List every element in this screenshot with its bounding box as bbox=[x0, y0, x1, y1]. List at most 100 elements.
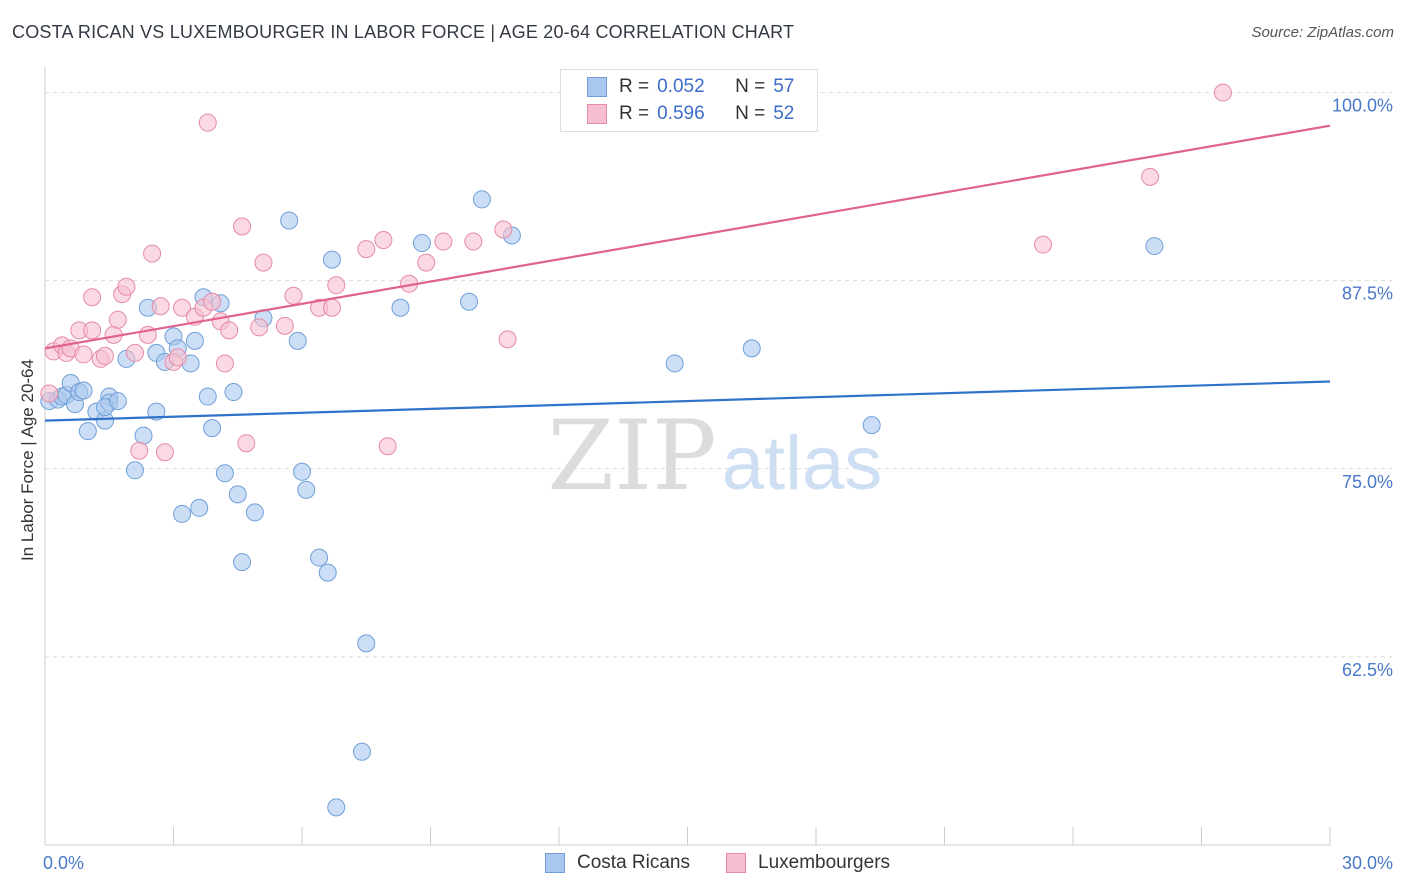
point-costa-ricans bbox=[742, 339, 761, 358]
point-costa-ricans bbox=[245, 503, 264, 522]
point-luxembourgers bbox=[151, 297, 170, 316]
point-costa-ricans bbox=[460, 292, 479, 311]
point-luxembourgers bbox=[215, 354, 234, 373]
point-costa-ricans bbox=[318, 563, 337, 582]
point-costa-ricans bbox=[108, 392, 127, 411]
y-tick-label: 75.0% bbox=[1342, 472, 1393, 492]
legend-row-luxembourgers: R = 0.596 N = 52 bbox=[587, 102, 794, 126]
y-axis-label: In Labor Force | Age 20-64 bbox=[18, 359, 37, 561]
y-tick-label: 100.0% bbox=[1332, 96, 1393, 116]
legend-row-costa-ricans: R = 0.052 N = 57 bbox=[587, 75, 794, 99]
point-luxembourgers bbox=[168, 348, 187, 367]
legend-r-label: R = bbox=[619, 103, 650, 124]
point-luxembourgers bbox=[143, 244, 162, 263]
point-costa-ricans bbox=[224, 383, 243, 402]
point-luxembourgers bbox=[83, 288, 102, 307]
point-costa-ricans bbox=[78, 422, 97, 441]
legend-n-value: 57 bbox=[773, 76, 795, 97]
series-costa-ricans bbox=[40, 190, 1164, 817]
point-luxembourgers bbox=[130, 441, 149, 460]
point-costa-ricans bbox=[391, 298, 410, 317]
point-costa-ricans bbox=[310, 548, 329, 567]
point-luxembourgers bbox=[74, 345, 93, 364]
point-luxembourgers bbox=[108, 310, 127, 329]
legend-swatch-blue bbox=[545, 853, 565, 873]
trend-line-luxembourgers bbox=[44, 124, 1331, 350]
point-luxembourgers bbox=[203, 292, 222, 311]
legend-r-value: 0.596 bbox=[657, 103, 705, 124]
tick-labels: 62.5% 75.0% 87.5% 100.0% 0.0% 30.0% bbox=[43, 96, 1393, 873]
legend-n-label: N = bbox=[735, 76, 766, 97]
point-luxembourgers bbox=[117, 277, 136, 296]
y-tick-label: 62.5% bbox=[1342, 660, 1393, 680]
point-costa-ricans bbox=[228, 485, 247, 504]
legend: R = 0.052 N = 57 R = 0.596 N = 52 bbox=[560, 69, 818, 132]
point-luxembourgers bbox=[1034, 235, 1053, 254]
watermark-atlas: atlas bbox=[722, 421, 883, 506]
point-costa-ricans bbox=[134, 426, 153, 445]
point-luxembourgers bbox=[1141, 167, 1160, 186]
y-tick-label: 87.5% bbox=[1342, 284, 1393, 304]
point-costa-ricans bbox=[412, 234, 431, 253]
x-tick-label: 30.0% bbox=[1342, 853, 1393, 873]
chart-title: COSTA RICAN VS LUXEMBOURGER IN LABOR FOR… bbox=[12, 22, 795, 42]
gridlines bbox=[45, 92, 1392, 658]
point-luxembourgers bbox=[83, 321, 102, 340]
point-costa-ricans bbox=[1145, 237, 1164, 256]
legend-swatch-blue bbox=[587, 77, 607, 97]
legend-r-value: 0.052 bbox=[657, 76, 705, 97]
series-legend: Costa Ricans Luxembourgers bbox=[0, 852, 1406, 876]
point-costa-ricans bbox=[215, 464, 234, 483]
legend-swatch-pink bbox=[726, 853, 746, 873]
point-costa-ricans bbox=[203, 419, 222, 438]
point-costa-ricans bbox=[297, 480, 316, 499]
point-costa-ricans bbox=[352, 742, 371, 761]
point-luxembourgers bbox=[233, 217, 252, 236]
trend-line-costa-ricans bbox=[44, 380, 1331, 422]
point-luxembourgers bbox=[198, 113, 217, 132]
point-costa-ricans bbox=[327, 798, 346, 817]
trend-lines bbox=[44, 124, 1331, 422]
point-luxembourgers bbox=[1213, 83, 1232, 102]
point-luxembourgers bbox=[40, 384, 59, 403]
point-luxembourgers bbox=[357, 240, 376, 259]
point-costa-ricans bbox=[147, 402, 166, 421]
point-costa-ricans bbox=[288, 331, 307, 350]
point-luxembourgers bbox=[417, 253, 436, 272]
point-luxembourgers bbox=[494, 220, 513, 239]
point-luxembourgers bbox=[173, 298, 192, 317]
point-luxembourgers bbox=[374, 231, 393, 250]
point-luxembourgers bbox=[284, 286, 303, 305]
point-costa-ricans bbox=[125, 461, 144, 480]
point-luxembourgers bbox=[237, 434, 256, 453]
point-costa-ricans bbox=[293, 462, 311, 481]
point-costa-ricans bbox=[74, 381, 93, 400]
point-costa-ricans bbox=[280, 211, 299, 230]
point-luxembourgers bbox=[254, 253, 273, 272]
point-costa-ricans bbox=[185, 331, 204, 350]
point-luxembourgers bbox=[464, 232, 483, 251]
point-luxembourgers bbox=[434, 232, 453, 251]
axes bbox=[44, 67, 1331, 846]
point-luxembourgers bbox=[250, 318, 269, 337]
legend-label-luxembourgers: Luxembourgers bbox=[758, 852, 891, 873]
point-costa-ricans bbox=[233, 553, 252, 572]
source-credit: Source: ZipAtlas.com bbox=[1251, 24, 1394, 41]
point-luxembourgers bbox=[498, 330, 517, 349]
legend-n-value: 52 bbox=[773, 103, 795, 124]
point-luxembourgers bbox=[125, 343, 144, 362]
point-costa-ricans bbox=[190, 498, 209, 517]
point-luxembourgers bbox=[327, 276, 346, 295]
legend-swatch-pink bbox=[587, 104, 607, 124]
legend-item-costa-ricans: Costa Ricans bbox=[545, 852, 690, 874]
point-luxembourgers bbox=[220, 321, 239, 340]
point-costa-ricans bbox=[472, 190, 491, 209]
watermark-zip: ZIP bbox=[547, 400, 716, 512]
point-costa-ricans bbox=[357, 634, 376, 653]
x-tick-label: 0.0% bbox=[43, 853, 84, 873]
point-costa-ricans bbox=[322, 250, 341, 269]
point-luxembourgers bbox=[275, 316, 294, 335]
legend-item-luxembourgers: Luxembourgers bbox=[726, 852, 890, 874]
legend-r-label: R = bbox=[619, 76, 650, 97]
